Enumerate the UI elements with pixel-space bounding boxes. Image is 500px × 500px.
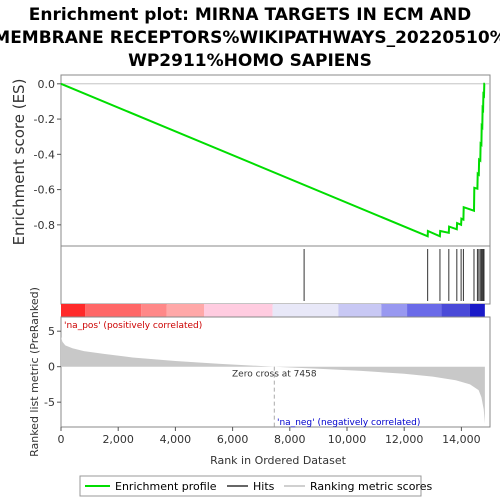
ranked-y-tick-label: 5 <box>48 325 55 338</box>
x-tick-label: 8,000 <box>274 433 306 446</box>
legend-label-enrichment: Enrichment profile <box>115 480 217 493</box>
heat-bar-segment <box>338 304 382 317</box>
x-tick-label: 0 <box>58 433 65 446</box>
hits-frame <box>60 245 491 305</box>
chart-title: Enrichment plot: MIRNA TARGETS IN ECM AN… <box>0 5 500 71</box>
heat-bar-segment <box>61 304 86 317</box>
legend-label-hits: Hits <box>253 480 275 493</box>
hit-marks <box>303 249 485 301</box>
enrichment-profile-line <box>60 82 486 238</box>
ranked-y-label: Ranked list metric (PreRanked) <box>28 287 41 457</box>
ranked-panel: 5 0 -5 'na_pos' (positively correlated) 'n… <box>28 287 491 457</box>
es-plot-frame <box>60 74 491 247</box>
heat-bar-segment <box>204 304 273 317</box>
hits-panel <box>60 245 491 305</box>
title-line-2: MEMBRANE RECEPTORS%WIKIPATHWAYS_20220510… <box>0 28 500 48</box>
ranking-heat-bar <box>61 304 485 317</box>
negative-label: 'na_neg' (negatively correlated) <box>277 418 420 428</box>
es-y-tick-label: -0.4 <box>34 148 55 161</box>
positive-label: 'na_pos' (positively correlated) <box>64 321 202 331</box>
es-y-tick-label: -0.6 <box>34 184 55 197</box>
es-y-label: Enrichment score (ES) <box>10 79 28 246</box>
heat-bar-segment <box>85 304 142 317</box>
es-y-tick-label: -0.2 <box>34 113 55 126</box>
es-y-axis: 0.0 -0.2 -0.4 -0.6 -0.8 <box>34 78 61 232</box>
heat-bar-segment <box>166 304 204 317</box>
legend-frame <box>79 475 422 497</box>
x-tick-label: 2,000 <box>102 433 134 446</box>
heat-bar-segment <box>272 304 339 317</box>
ranked-y-tick-label: 0 <box>48 361 55 374</box>
x-axis: 0 2,000 4,000 6,000 8,000 10,000 12,000 14,000 <box>58 427 481 446</box>
x-tick-label: 10,000 <box>328 433 367 446</box>
ranked-y-axis: 5 0 -5 <box>44 325 61 409</box>
x-tick-label: 14,000 <box>442 433 481 446</box>
es-y-tick-label: -0.8 <box>34 219 55 232</box>
zero-cross-label: Zero cross at 7458 <box>232 370 317 380</box>
heat-bar-segment <box>381 304 408 317</box>
legend: Enrichment profile Hits Ranking metric s… <box>79 475 432 497</box>
heat-bar-segment <box>441 304 470 317</box>
heat-bar-segment <box>407 304 442 317</box>
title-line-3: WP2911%HOMO SAPIENS <box>128 51 372 71</box>
x-tick-label: 6,000 <box>217 433 249 446</box>
x-tick-label: 4,000 <box>160 433 192 446</box>
ranked-y-tick-label: -5 <box>44 396 55 409</box>
x-tick-label: 12,000 <box>385 433 424 446</box>
title-line-1: Enrichment plot: MIRNA TARGETS IN ECM AN… <box>29 5 471 25</box>
heat-bar-segment <box>141 304 167 317</box>
es-panel: 0.0 -0.2 -0.4 -0.6 -0.8 Enrichment score (ES… <box>10 74 491 247</box>
es-y-tick-label: 0.0 <box>38 78 56 91</box>
heat-bar-segment <box>469 304 485 317</box>
x-axis-label: Rank in Ordered Dataset <box>210 454 347 467</box>
legend-label-ranking: Ranking metric scores <box>310 480 432 493</box>
